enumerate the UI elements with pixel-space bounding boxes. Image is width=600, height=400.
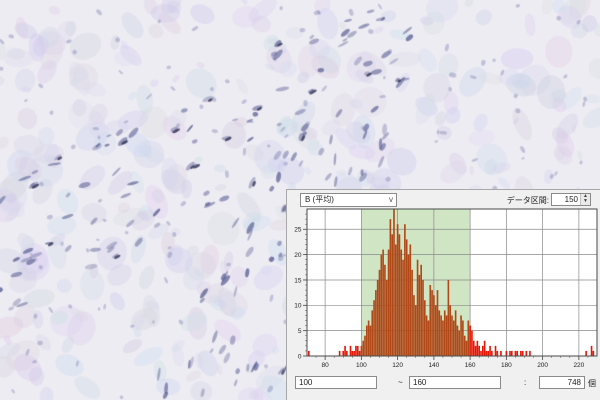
channel-select[interactable]: B (平均) v <box>300 193 397 207</box>
svg-text:0: 0 <box>298 353 302 360</box>
svg-text:220: 220 <box>573 362 584 369</box>
channel-select-value: B (平均) <box>305 195 334 204</box>
svg-text:20: 20 <box>294 252 302 259</box>
bins-label: データ区間: <box>506 196 549 205</box>
count-field <box>539 376 585 389</box>
range-row: ~ : 個 <box>287 376 600 391</box>
svg-text:100: 100 <box>356 362 367 369</box>
histogram-panel: B (平均) v データ区間: 150 ▲ ▼ 0 5 10 15 20 25 80 100 1… <box>286 189 600 400</box>
range-to-input[interactable] <box>409 376 501 389</box>
svg-text:25: 25 <box>294 227 302 234</box>
svg-text:200: 200 <box>537 362 548 369</box>
spin-down-icon[interactable]: ▼ <box>583 198 588 204</box>
count-unit: 個 <box>588 379 596 388</box>
bins-spinbox[interactable]: 150 ▲ ▼ <box>551 193 591 206</box>
svg-text:80: 80 <box>322 362 330 369</box>
svg-text:5: 5 <box>298 328 302 335</box>
range-colon: : <box>524 378 527 387</box>
range-tilde: ~ <box>398 378 403 387</box>
bins-value: 150 <box>564 195 578 204</box>
range-from-input[interactable] <box>295 376 377 389</box>
svg-text:140: 140 <box>428 362 439 369</box>
spin-up-icon[interactable]: ▲ <box>583 193 588 199</box>
svg-text:160: 160 <box>465 362 476 369</box>
svg-text:180: 180 <box>501 362 512 369</box>
chevron-down-icon: v <box>389 195 393 204</box>
histogram-plot[interactable]: 0 5 10 15 20 25 80 100 120 140 160 180 200 220 <box>287 202 600 374</box>
svg-text:120: 120 <box>392 362 403 369</box>
svg-text:15: 15 <box>294 277 302 284</box>
svg-text:10: 10 <box>294 303 302 310</box>
spinner: ▲ ▼ <box>580 194 590 205</box>
